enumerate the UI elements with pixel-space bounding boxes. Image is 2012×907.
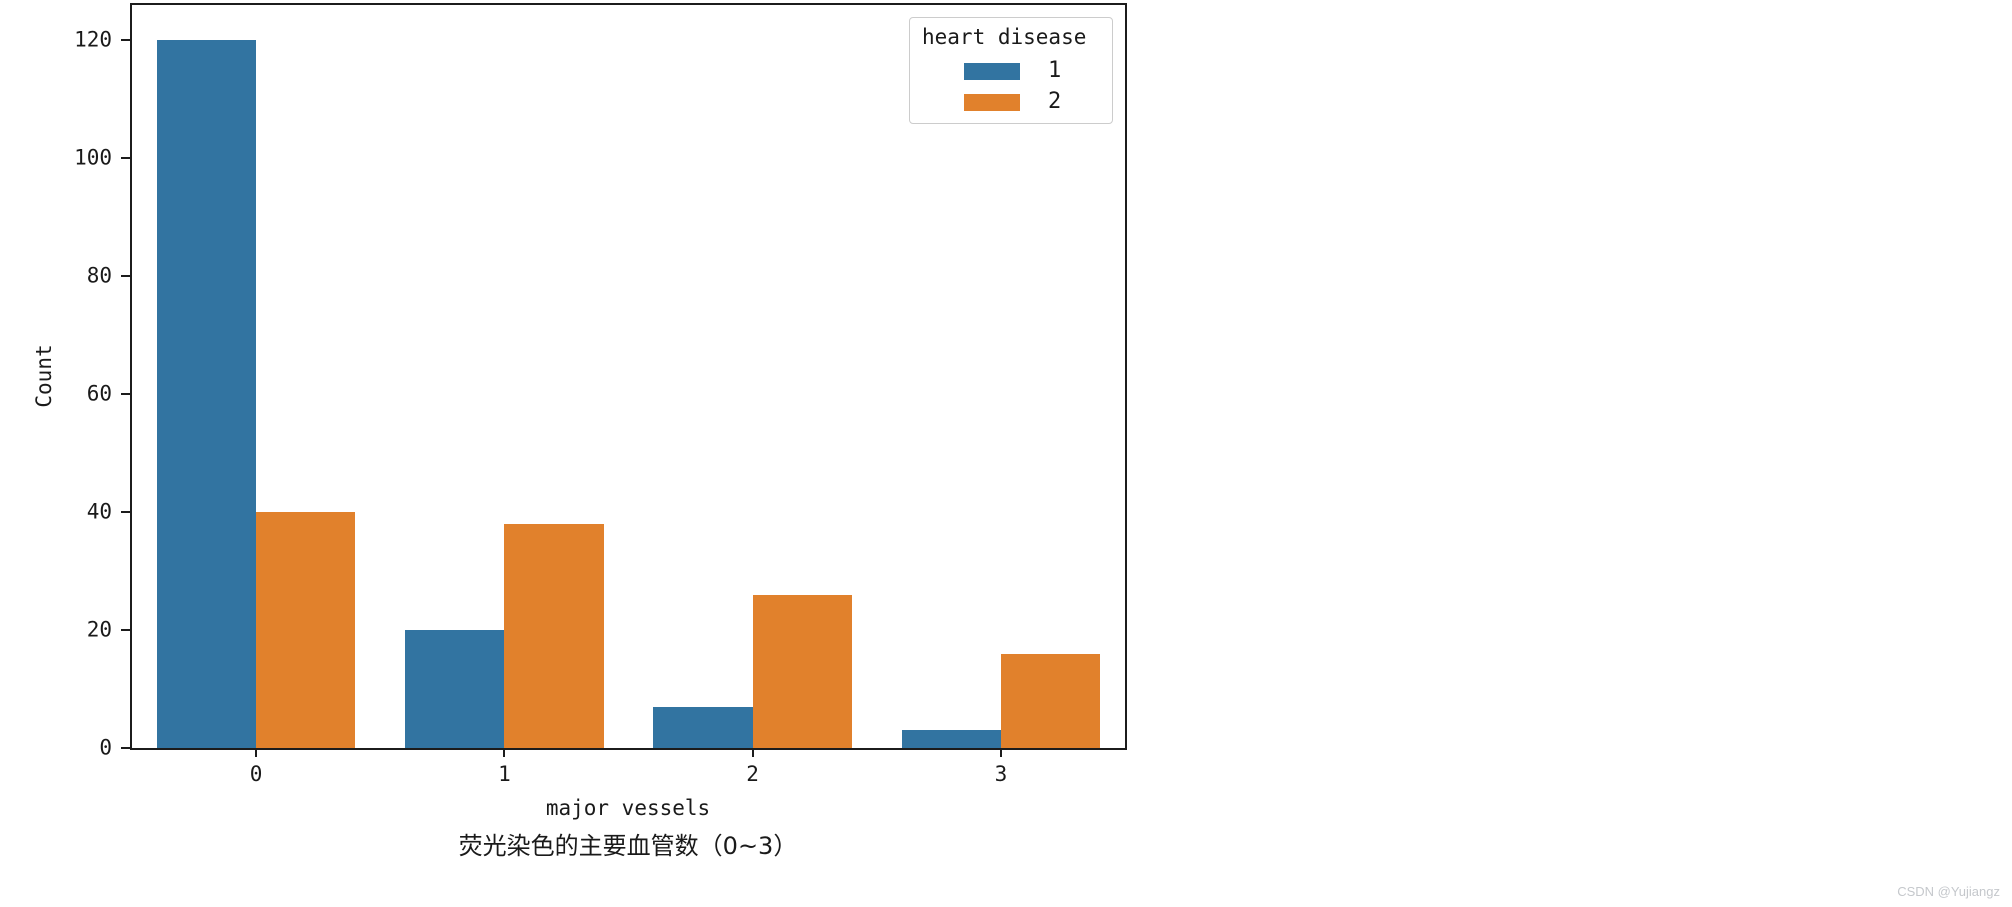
legend: heart disease 1 2 — [909, 17, 1113, 125]
y-tick-mark-120 — [121, 39, 130, 42]
x-axis-subtitle-cn: 荧光染色的主要血管数（0~3） — [458, 832, 798, 860]
y-tick-label-0: 0 — [99, 735, 112, 760]
bar-series1-cat3 — [901, 730, 1001, 748]
y-tick-label-60: 60 — [86, 381, 112, 406]
x-tick-label-2: 2 — [746, 762, 759, 786]
bar-series2-cat0 — [256, 512, 356, 748]
legend-item-series1: 1 — [964, 60, 1100, 82]
x-tick-label-0: 0 — [249, 762, 263, 786]
bar-series2-cat3 — [1000, 653, 1101, 748]
x-tick-mark-2 — [751, 748, 754, 757]
bars-layer — [132, 5, 1125, 748]
y-tick-label-100: 100 — [74, 145, 112, 170]
x-tick-mark-3 — [999, 748, 1002, 757]
x-axis-title: major vessels — [545, 796, 711, 820]
y-tick-mark-100 — [121, 157, 130, 160]
watermark: CSDN @Yujiangz — [1897, 884, 2000, 899]
y-tick-mark-80 — [121, 275, 130, 278]
bar-series1-cat1 — [405, 630, 505, 748]
bar-series1-cat0 — [156, 40, 257, 748]
y-tick-label-80: 80 — [86, 263, 112, 288]
y-tick-label-20: 20 — [86, 617, 112, 642]
x-tick-mark-0 — [255, 748, 258, 757]
bar-series2-cat1 — [504, 523, 604, 748]
chart-figure: Count heart disease 1 2 0 20 40 60 80 100 120 … — [32, 3, 1127, 860]
x-tick-mark-1 — [503, 748, 506, 757]
y-tick-label-120: 120 — [74, 27, 112, 52]
x-tick-label-3: 3 — [994, 762, 1008, 786]
y-tick-mark-60 — [121, 393, 130, 396]
legend-label-series1: 1 — [1048, 58, 1062, 84]
y-tick-mark-0 — [121, 747, 130, 749]
legend-swatch-series1 — [964, 62, 1020, 80]
y-tick-label-40: 40 — [86, 499, 112, 524]
bar-series1-cat2 — [653, 706, 753, 748]
legend-label-series2: 2 — [1048, 89, 1062, 115]
legend-title: heart disease — [922, 25, 1087, 49]
x-tick-label-1: 1 — [498, 762, 511, 786]
legend-item-series2: 2 — [964, 91, 1100, 113]
y-tick-mark-20 — [121, 629, 130, 632]
legend-swatch-series2 — [964, 93, 1020, 111]
plot-area: heart disease 1 2 — [130, 3, 1127, 750]
bar-series2-cat2 — [752, 594, 852, 748]
y-tick-mark-40 — [121, 511, 130, 514]
